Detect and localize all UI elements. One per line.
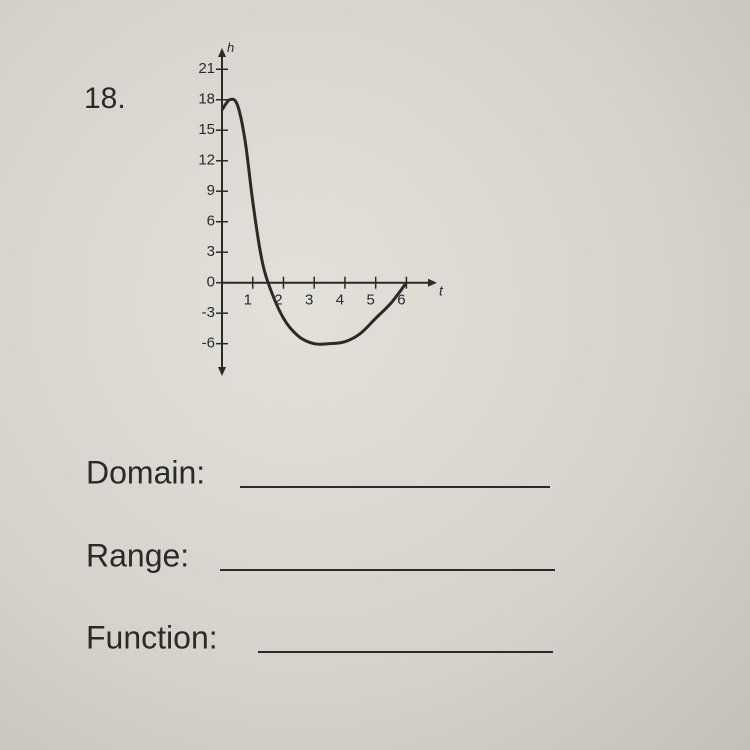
y-tick-label: 18 — [198, 91, 215, 108]
prompt-label: Function: — [86, 619, 218, 655]
x-tick-label: 1 — [244, 292, 252, 309]
x-tick-label: 5 — [367, 292, 375, 309]
y-tick-label: -6 — [202, 335, 215, 352]
y-tick-label: 15 — [198, 121, 215, 138]
x-tick-label: 4 — [336, 292, 344, 309]
x-axis-label: t — [439, 283, 444, 299]
arrow — [218, 367, 226, 376]
y-tick-label: -3 — [202, 304, 215, 321]
x-tick-label: 2 — [274, 292, 282, 309]
y-tick-label: 9 — [207, 182, 215, 199]
problem-number: 18. — [84, 82, 126, 115]
y-tick-label: 12 — [198, 152, 215, 169]
y-tick-label: 6 — [207, 213, 215, 230]
y-tick-label: 21 — [198, 60, 215, 77]
arrow — [428, 278, 437, 287]
y-tick-label: 3 — [207, 243, 215, 260]
prompt-label: Range: — [86, 537, 189, 573]
x-tick-label: 6 — [397, 292, 405, 309]
x-tick-label: 3 — [305, 292, 313, 309]
curve — [220, 97, 408, 346]
y-axis-label: h — [227, 40, 234, 55]
prompt-label: Domain: — [86, 454, 205, 490]
y-tick-label: 0 — [207, 274, 215, 291]
arrow — [218, 48, 226, 57]
